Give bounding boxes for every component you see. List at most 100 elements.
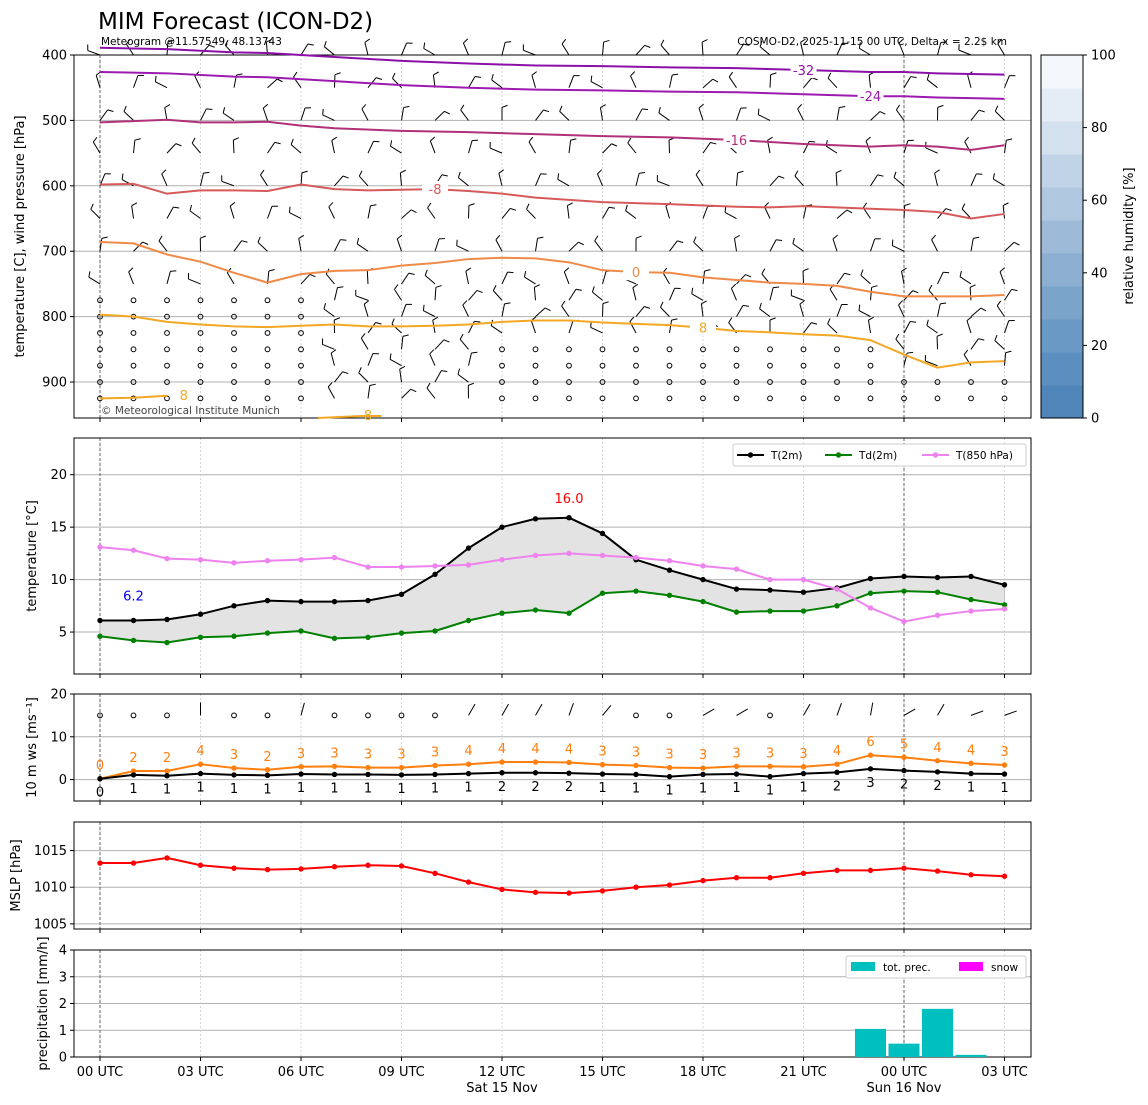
wind-barb xyxy=(736,304,750,317)
wind-barb-flag xyxy=(724,206,727,213)
wind-barb-flag xyxy=(1006,138,1013,141)
wind-barb-staff xyxy=(937,42,942,56)
gust-point xyxy=(499,759,505,765)
td2m-point xyxy=(298,628,304,634)
wind-barb-staff xyxy=(665,205,670,219)
wind-barb-staff xyxy=(602,143,612,154)
calm-wind-marker xyxy=(666,395,673,402)
wind-barb xyxy=(360,333,369,350)
wind-barb-staff xyxy=(994,110,1005,121)
wind-barb xyxy=(401,388,417,399)
wind-barb-staff xyxy=(356,243,369,252)
t850-point xyxy=(264,558,271,564)
t2m-point xyxy=(901,573,907,580)
wind-barb-flag xyxy=(710,141,717,145)
calm-wind-marker xyxy=(298,362,304,369)
wind-barb-flag xyxy=(926,73,930,80)
wind-barb xyxy=(669,240,684,252)
wind-barb xyxy=(934,169,940,186)
gust-point xyxy=(1001,762,1008,768)
calm-wind-marker xyxy=(934,379,941,385)
wind-barb-staff xyxy=(166,143,177,154)
gust-value-label: 3 xyxy=(632,745,640,760)
calm-wind-marker xyxy=(566,379,572,385)
wind-barb-flag xyxy=(811,322,818,325)
td2m-point xyxy=(197,634,204,640)
gust-value-label: 3 xyxy=(699,748,707,763)
calm-wind-marker xyxy=(231,346,237,353)
mean-wind-value-label: 1 xyxy=(598,781,606,796)
location-subtitle: Meteogram @11.57549, 48.13743 xyxy=(101,36,282,48)
wind-barb-flag xyxy=(969,284,976,288)
mslp-point xyxy=(365,862,371,868)
t850-point xyxy=(633,554,639,561)
wind-barb xyxy=(867,316,874,334)
mslp-point xyxy=(231,865,237,871)
t850-point xyxy=(432,563,438,569)
wind-barb xyxy=(561,300,570,317)
wind-barb-flag xyxy=(672,73,679,76)
wind-barb-staff xyxy=(635,173,640,186)
wind-barb xyxy=(691,287,704,301)
wind-barb xyxy=(229,202,236,219)
calm-wind-marker xyxy=(432,712,438,719)
wind-barb-flag xyxy=(936,333,943,337)
wind-barb-staff xyxy=(498,173,503,186)
wind-barb-staff xyxy=(233,240,243,252)
wind-barb-staff xyxy=(764,206,771,219)
calm-wind-marker xyxy=(499,362,505,369)
wind-barb xyxy=(356,237,369,252)
wind-barb-flag xyxy=(274,141,281,145)
wind-barb-staff xyxy=(862,207,871,219)
wind-barb-flag xyxy=(704,269,711,272)
colorbar-tick-label: 80 xyxy=(1091,121,1108,136)
mslp-point xyxy=(733,874,740,881)
calm-wind-marker xyxy=(197,297,204,304)
wind-barb-staff xyxy=(937,703,945,716)
gust-value-label: 4 xyxy=(498,742,506,757)
y-axis-label: temperature [°C] xyxy=(25,500,40,612)
wind-barb-staff xyxy=(325,273,335,285)
wind-barb xyxy=(133,241,149,252)
wind-barb-flag xyxy=(891,239,894,246)
calm-wind-marker xyxy=(97,712,103,719)
calm-wind-marker xyxy=(532,362,539,369)
calm-wind-marker xyxy=(800,395,807,402)
calm-wind-marker xyxy=(331,712,338,719)
wind-barb-flag xyxy=(222,107,226,114)
wind-barb xyxy=(963,349,972,366)
wind-barb xyxy=(1004,710,1017,716)
wind-barb-staff xyxy=(330,352,335,366)
wind-barb-flag xyxy=(107,109,114,112)
wind-barb-flag xyxy=(698,103,704,109)
wind-barb xyxy=(434,110,450,121)
wind-barb xyxy=(422,304,436,318)
time-axis: 00 UTC 03 UTC 06 UTC 09 UTC 12 UTC 15 UTC 18 U… xyxy=(77,1065,1028,1096)
wind-barb-staff xyxy=(970,307,982,317)
gust-point xyxy=(432,762,438,769)
wind-barb xyxy=(936,333,943,350)
td2m-point xyxy=(968,596,974,603)
wind-barb-flag xyxy=(309,273,316,278)
calm-wind-marker xyxy=(164,379,170,385)
wind-barb-staff xyxy=(262,107,268,121)
wind-barb-flag xyxy=(361,104,367,110)
wind-barb-flag xyxy=(895,333,900,340)
colorbar-frame xyxy=(1040,54,1084,419)
wind-barb-staff xyxy=(334,287,338,301)
wind-barb-flag xyxy=(131,202,138,207)
wind-barb-staff xyxy=(803,322,812,334)
wind-barb-staff xyxy=(559,111,570,121)
wind-barb xyxy=(1004,350,1012,366)
gust-point xyxy=(901,754,907,761)
wind-barb-staff xyxy=(669,74,673,88)
calm-wind-marker xyxy=(767,362,773,369)
wind-barb-flag xyxy=(994,105,999,112)
colorbar-tick-label: 20 xyxy=(1091,339,1108,354)
gust-point xyxy=(197,761,204,767)
wind-barb xyxy=(836,703,842,716)
colorbar-segment xyxy=(1041,187,1083,221)
td2m-point xyxy=(934,589,941,595)
wind-barb-staff xyxy=(803,703,811,716)
wind-barb xyxy=(187,273,201,285)
